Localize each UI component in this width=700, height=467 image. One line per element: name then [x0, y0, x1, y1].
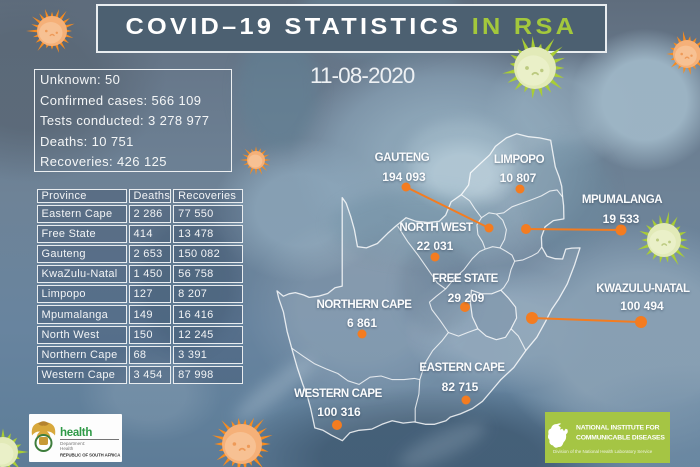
svg-text:Health: Health — [60, 446, 74, 451]
svg-text:Division of the National Healt: Division of the National Health Laborato… — [553, 449, 653, 454]
svg-text:REPUBLIC OF SOUTH AFRICA: REPUBLIC OF SOUTH AFRICA — [60, 453, 120, 458]
svg-text:health: health — [60, 427, 92, 439]
svg-text:COMMUNICABLE DISEASES: COMMUNICABLE DISEASES — [576, 435, 665, 442]
svg-text:NATIONAL INSTITUTE FOR: NATIONAL INSTITUTE FOR — [576, 425, 660, 432]
svg-text:Department:: Department: — [60, 441, 85, 446]
